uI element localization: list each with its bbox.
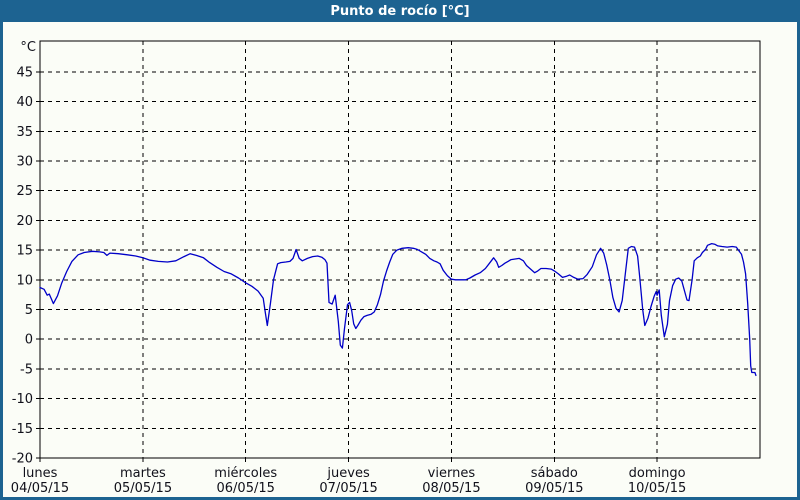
dew-point-chart: 45 40 35 30 25 20 15 10 5 0 -5 -10 -15 -20 °C lunes04/0… xyxy=(11,40,761,496)
y-axis-label: -20 xyxy=(12,452,33,467)
x-axis-day-label: viernes xyxy=(428,466,476,481)
x-axis-date-label: 05/05/15 xyxy=(114,481,172,496)
y-axis-label: -15 xyxy=(12,422,33,437)
x-axis-day-label: lunes xyxy=(23,466,58,481)
y-axis-label: 35 xyxy=(16,125,33,140)
x-axis-date-label: 04/05/15 xyxy=(11,481,69,496)
window-titlebar: Punto de rocío [°C] xyxy=(3,3,797,22)
y-axis-label: -5 xyxy=(20,362,33,377)
x-axis-date-label: 07/05/15 xyxy=(319,481,377,496)
chart-title: Punto de rocío [°C] xyxy=(330,4,470,19)
y-axis-label: 10 xyxy=(16,273,33,288)
y-axis-label: 15 xyxy=(16,244,33,259)
dew-point-line xyxy=(39,242,757,377)
plot-frame xyxy=(39,40,761,459)
x-axis-date-label: 10/05/15 xyxy=(628,481,686,496)
x-axis-day-label: jueves xyxy=(326,466,370,481)
y-axis-label: 45 xyxy=(16,65,33,80)
x-axis-day-label: domingo xyxy=(629,466,686,481)
chart-content: 45 40 35 30 25 20 15 10 5 0 -5 -10 -15 -20 °C lunes 04/0… xyxy=(3,22,797,497)
y-axis-label: 0 xyxy=(25,333,33,348)
y-axis-label: 40 xyxy=(16,95,33,110)
x-axis-date-label: 09/05/15 xyxy=(525,481,583,496)
y-axis-label: 30 xyxy=(16,155,33,170)
y-axis-label: 5 xyxy=(25,303,33,318)
y-axis-unit-label: °C xyxy=(20,40,36,55)
x-axis-date-label: 06/05/15 xyxy=(217,481,275,496)
y-axis-label: 20 xyxy=(16,214,33,229)
x-axis-day-label: sábado xyxy=(531,466,578,481)
x-axis-day-label: martes xyxy=(120,466,166,481)
x-axis-date-label: 08/05/15 xyxy=(422,481,480,496)
x-axis-day-label: miércoles xyxy=(214,466,277,481)
y-axis-label: 25 xyxy=(16,184,33,199)
y-axis-label: -10 xyxy=(12,392,33,407)
